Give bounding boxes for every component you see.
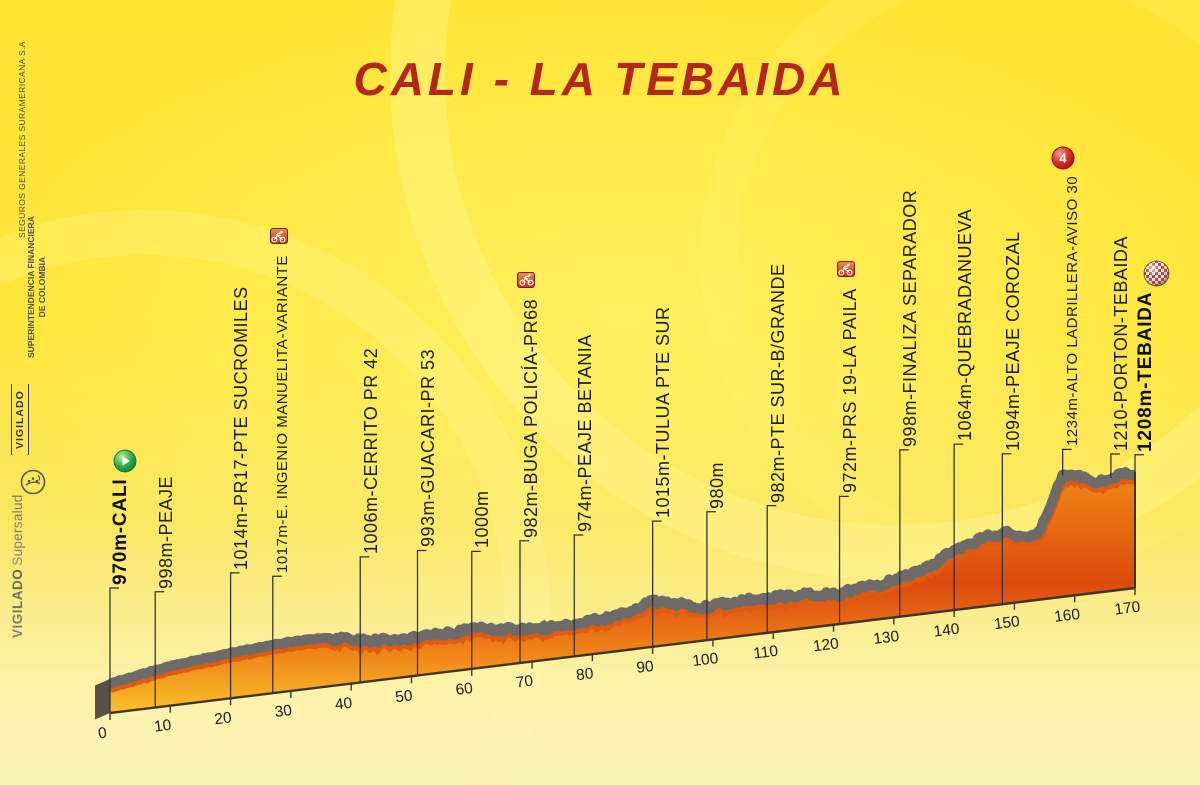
waypoint-leader-line — [1134, 454, 1144, 587]
waypoint-leader-line — [1062, 448, 1072, 476]
waypoint-leader-line — [1110, 453, 1120, 478]
supersalud-logo-icon — [19, 468, 47, 501]
x-tick-label: 10 — [153, 717, 173, 736]
x-tick-label: 70 — [515, 673, 535, 692]
x-tick-label: 90 — [636, 658, 656, 677]
x-tick-label: 40 — [334, 695, 354, 714]
x-tick-label: 110 — [752, 643, 779, 663]
x-tick-label: 80 — [575, 665, 595, 684]
x-tick-label: 20 — [213, 709, 233, 728]
x-tick-label: 30 — [274, 702, 294, 721]
x-tick-label: 170 — [1114, 598, 1142, 618]
x-tick-label: 0 — [97, 725, 108, 743]
x-tick-label: 100 — [692, 650, 720, 670]
x-tick-label: 130 — [872, 628, 900, 648]
x-tick-label: 120 — [812, 635, 840, 655]
x-tick-label: 140 — [933, 621, 961, 641]
profile-area-fill — [110, 476, 1135, 713]
x-tick-label: 60 — [455, 680, 475, 699]
x-tick-label: 150 — [993, 613, 1021, 633]
x-tick-label: 50 — [394, 687, 414, 706]
profile-left-cap — [95, 679, 110, 720]
stage-title: CALI - LA TEBAIDA — [353, 53, 847, 105]
x-tick-label: 160 — [1053, 606, 1081, 626]
